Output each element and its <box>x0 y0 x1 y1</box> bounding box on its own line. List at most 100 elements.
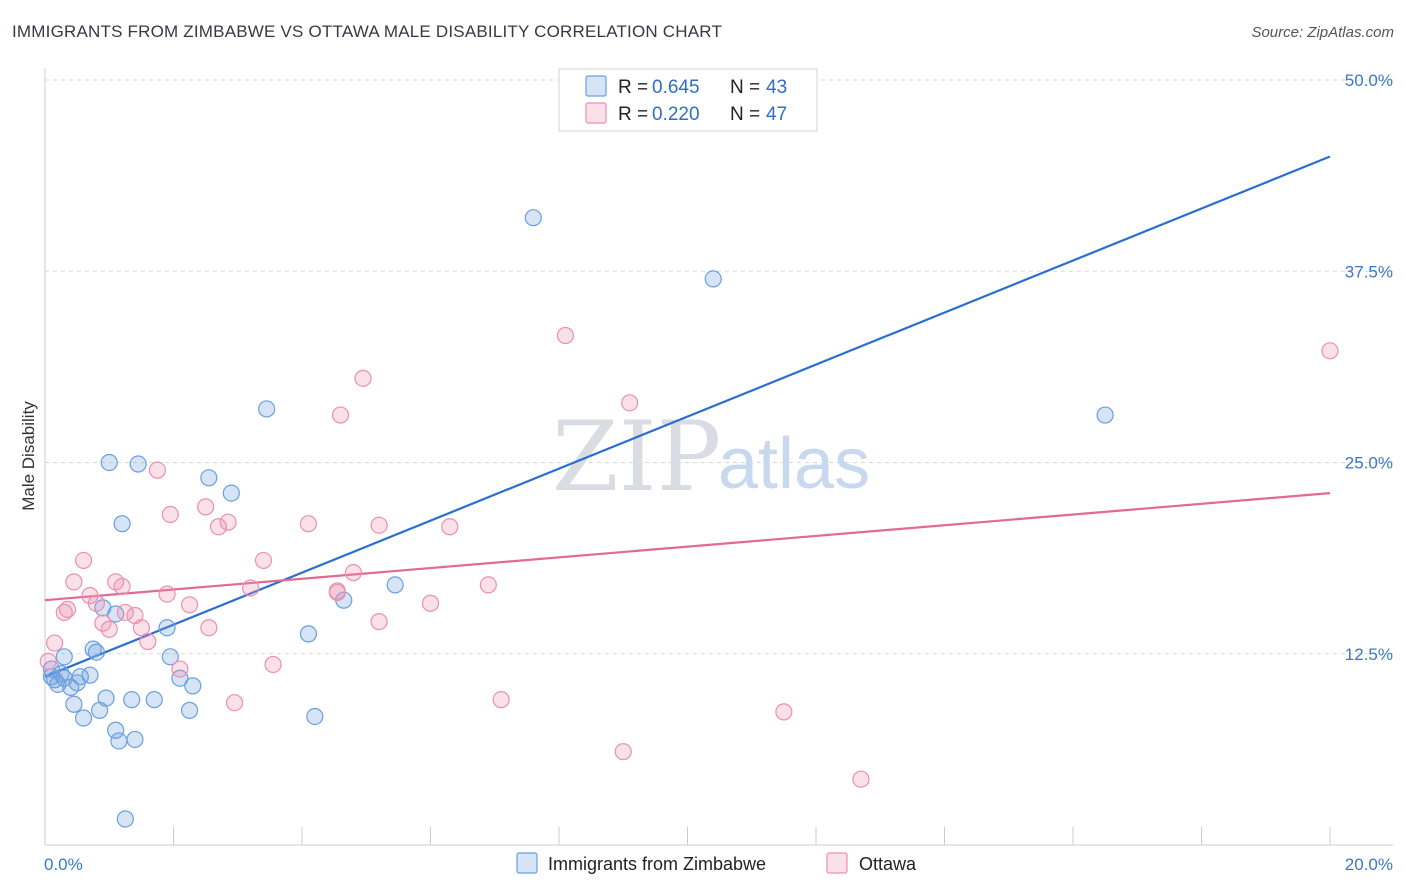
series-legend-label-zimbabwe: Immigrants from Zimbabwe <box>548 854 766 874</box>
ottawa-point <box>621 394 639 412</box>
zimbabwe-point <box>200 469 218 487</box>
zimbabwe-point <box>704 270 722 288</box>
x-tick-label-min: 0.0% <box>44 855 83 874</box>
zimbabwe-point <box>524 209 542 227</box>
watermark-zip: ZIP <box>552 401 721 513</box>
series-legend-swatch-ottawa <box>826 852 848 874</box>
legend-n-label-1: N = <box>730 104 760 125</box>
source-label: Source: ZipAtlas.com <box>1251 24 1394 41</box>
ottawa-point <box>614 743 632 761</box>
zimbabwe-point <box>116 810 134 828</box>
legend-r-label-1: R = <box>618 104 648 125</box>
zimbabwe-point <box>81 666 99 684</box>
stats-legend: R = 0.645 N = 43 R = 0.220 N = 47 <box>558 68 818 132</box>
ottawa-point <box>264 655 282 674</box>
y-tick-label: 12.5% <box>1345 645 1393 664</box>
zimbabwe-point <box>145 691 163 709</box>
ottawa-point <box>209 518 228 536</box>
zimbabwe-point <box>306 707 324 726</box>
zimbabwe-point <box>158 619 176 637</box>
ottawa-point <box>219 513 237 531</box>
zimbabwe-point <box>65 695 83 713</box>
ottawa-trend-line <box>44 492 1331 602</box>
zimbabwe-point <box>110 732 128 750</box>
trend-lines <box>44 155 1331 678</box>
ottawa-point <box>344 564 362 582</box>
legend-swatch-ottawa <box>585 102 607 124</box>
zimbabwe-point <box>161 648 179 666</box>
zimbabwe-point <box>55 648 73 666</box>
y-tick-label: 37.5% <box>1345 262 1393 281</box>
zimbabwe-point <box>258 400 276 418</box>
series-legend-label-ottawa: Ottawa <box>859 854 917 874</box>
ottawa-point <box>100 620 118 638</box>
ottawa-point <box>328 582 346 600</box>
ottawa-point <box>113 577 131 596</box>
stats-legend-box <box>558 68 818 132</box>
ottawa-point <box>139 632 157 651</box>
legend-n-label-0: N = <box>730 77 760 98</box>
zimbabwe-point <box>129 455 147 473</box>
zimbabwe-point <box>113 515 131 533</box>
series-legend: Immigrants from Zimbabwe Ottawa <box>516 852 917 874</box>
ottawa-point <box>775 703 793 721</box>
zimbabwe-point <box>74 709 93 727</box>
ottawa-point <box>148 461 167 479</box>
ottawa-point <box>94 614 112 632</box>
ottawa-point <box>55 603 73 622</box>
axes <box>44 68 1393 846</box>
ottawa-point <box>1321 342 1339 360</box>
zimbabwe-point <box>52 665 70 683</box>
ottawa-point <box>180 596 199 614</box>
ottawa-point <box>116 603 134 622</box>
data-points <box>39 209 1339 828</box>
ottawa-point <box>852 770 870 788</box>
ottawa-point <box>200 619 218 637</box>
x-tick-label-max: 20.0% <box>1345 855 1393 874</box>
ottawa-point <box>354 369 372 387</box>
zimbabwe-point <box>184 677 202 695</box>
ottawa-point <box>46 634 64 652</box>
ottawa-point <box>87 594 106 612</box>
grid-lines <box>45 79 1393 655</box>
ottawa-point <box>421 594 440 612</box>
zimbabwe-point <box>49 675 67 693</box>
ottawa-point <box>242 579 260 597</box>
watermark-atlas: atlas <box>718 424 870 504</box>
y-axis-label: Male Disability <box>19 401 38 511</box>
zimbabwe-point <box>123 691 141 709</box>
ottawa-point <box>225 694 244 712</box>
y-tick-label: 25.0% <box>1345 454 1393 473</box>
zimbabwe-trend-line <box>44 155 1331 678</box>
y-tick-labels: 12.5% 25.0% 37.5% 50.0% <box>1345 71 1393 664</box>
ottawa-point <box>479 576 497 594</box>
zimbabwe-point <box>386 576 404 594</box>
legend-r-value-1: 0.220 <box>652 104 700 125</box>
zimbabwe-point <box>180 701 199 719</box>
zimbabwe-point <box>100 453 118 472</box>
ottawa-point <box>441 518 459 536</box>
ottawa-point <box>299 515 318 533</box>
watermark: ZIP atlas <box>552 401 870 513</box>
legend-n-value-0: 43 <box>766 77 787 98</box>
ottawa-point <box>39 652 57 671</box>
zimbabwe-point <box>299 625 318 643</box>
ottawa-point <box>161 505 179 524</box>
y-tick-label: 50.0% <box>1345 71 1393 90</box>
legend-n-value-1: 47 <box>766 104 787 125</box>
zimbabwe-point <box>97 689 115 707</box>
ottawa-point <box>254 551 273 570</box>
ottawa-point <box>158 585 176 603</box>
ottawa-point <box>132 619 150 637</box>
legend-swatch-zimbabwe <box>585 75 607 97</box>
ottawa-point <box>556 326 575 345</box>
series-legend-swatch-zimbabwe <box>516 852 538 874</box>
legend-r-value-0: 0.645 <box>652 77 700 98</box>
ottawa-point <box>58 600 77 618</box>
ottawa-point <box>331 406 350 424</box>
ottawa-point <box>65 573 83 591</box>
ottawa-point <box>171 660 189 678</box>
zimbabwe-point <box>171 669 189 687</box>
ottawa-point <box>370 613 388 631</box>
